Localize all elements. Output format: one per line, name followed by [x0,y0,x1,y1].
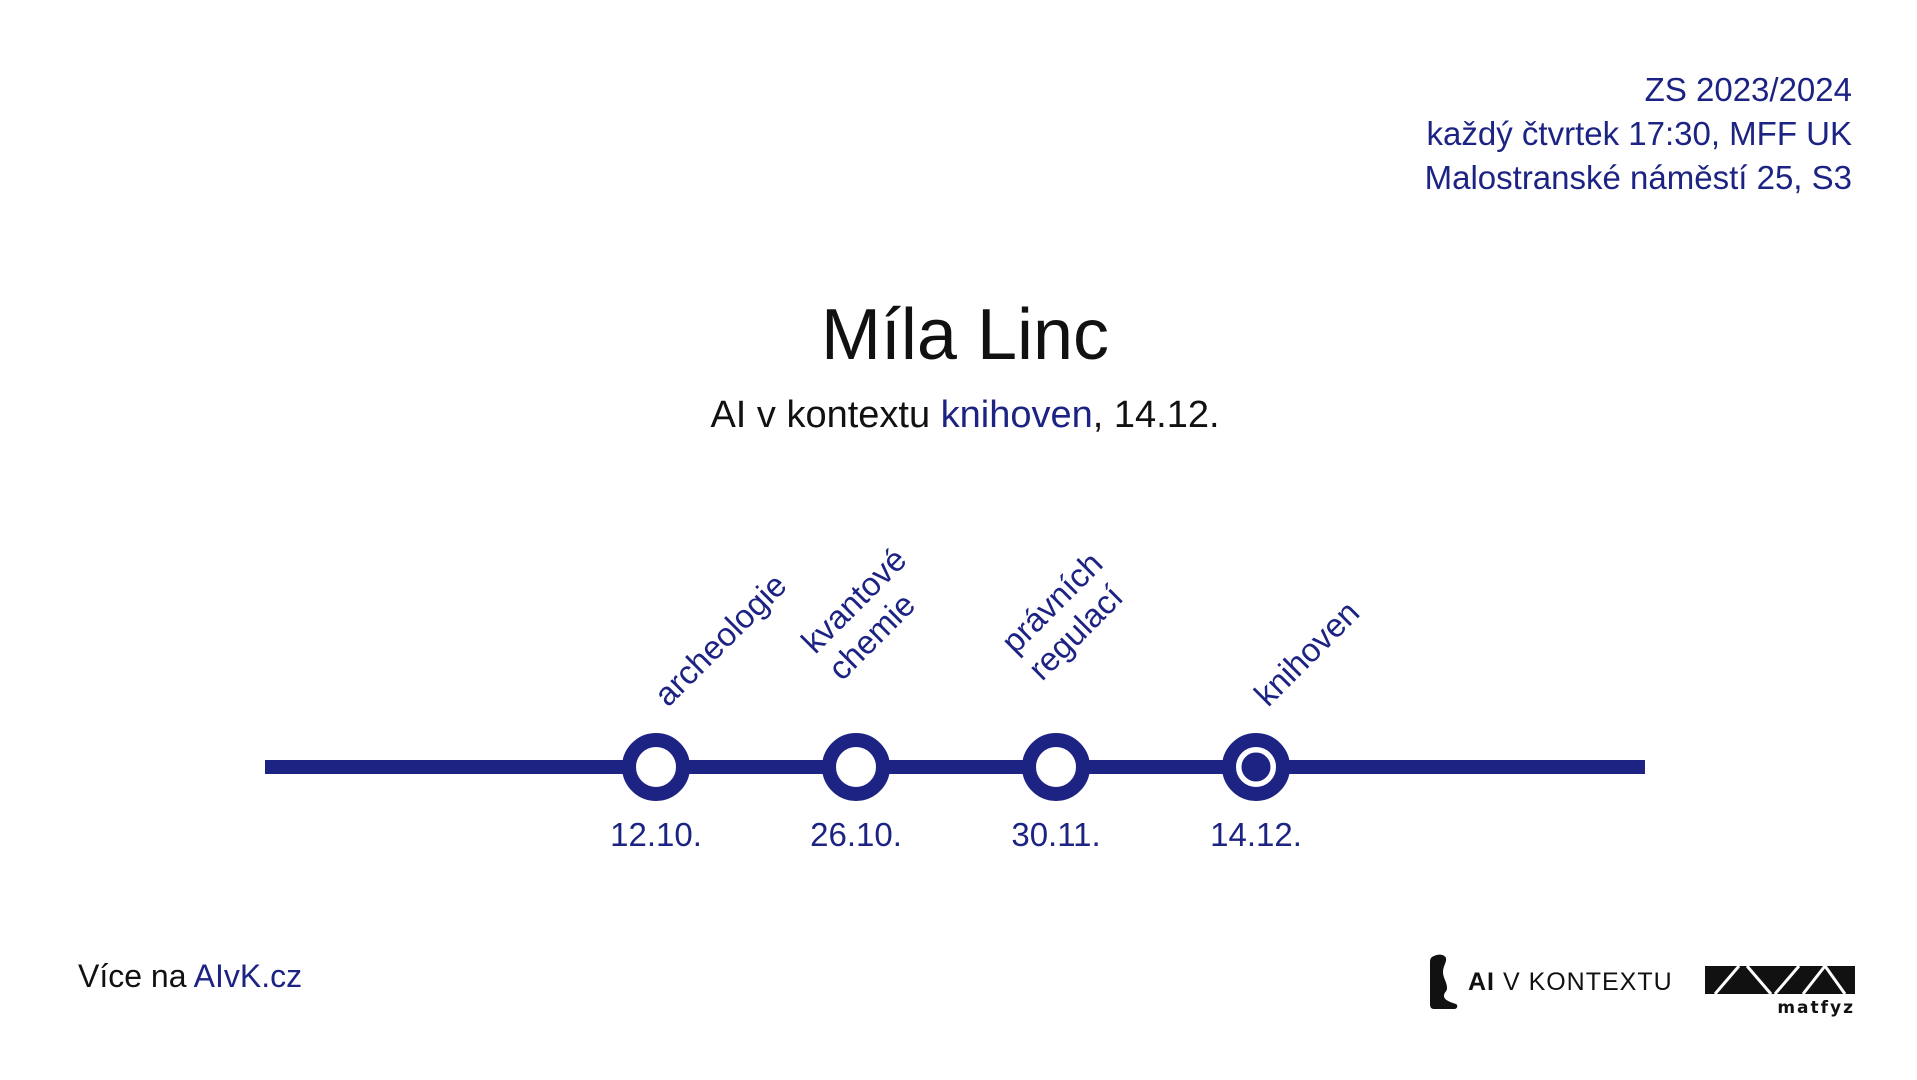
matfyz-logo: matfyz [1705,963,1855,1022]
timeline-stop: 30.11. právníchregulací [994,544,1137,853]
logo-ai-rest: V KONTEXTU [1495,967,1673,996]
website-link[interactable]: AIvK.cz [193,958,303,994]
stop-marker [1022,733,1090,801]
timeline-stop: 26.10. kvantovéchemie [794,541,940,853]
event-info: ZS 2023/2024 každý čtvrtek 17:30, MFF UK… [1425,68,1852,200]
stop-topic-line: archeologie [647,566,794,713]
stop-topic: právníchregulací [994,544,1137,687]
stop-date: 12.10. [610,816,702,853]
ai-v-kontextu-logo: AI V KONTEXTU [1428,954,1673,1010]
more-prefix: Více na [78,958,194,994]
matfyz-wordmark: matfyz [1777,998,1855,1018]
stop-date: 14.12. [1210,816,1302,853]
speaker-name: Míla Linc [820,295,1110,375]
stop-date: 26.10. [810,816,902,853]
semester-text: ZS 2023/2024 [1644,71,1852,108]
stop-topic-line: knihoven [1247,593,1367,713]
stop-marker [822,733,890,801]
timeline-stop: 12.10. archeologie [610,566,793,853]
schedule-text: každý čtvrtek 17:30, MFF UK [1426,115,1852,152]
matfyz-logo-icon [1705,963,1855,995]
logo-ai-bold: AI [1468,967,1495,996]
subtitle-suffix: , 14.12. [1092,394,1220,436]
stop-marker [622,733,690,801]
more-info: Více na AIvK.cz [78,958,302,995]
stop-topic: knihoven [1247,593,1367,713]
timeline-stop: 14.12. knihoven [1210,593,1366,853]
talk-subtitle: AI v kontextu knihoven, 14.12. [0,390,1917,440]
location-text: Malostranské náměstí 25, S3 [1424,159,1852,196]
head-profile-icon [1430,954,1458,1009]
stop-date: 30.11. [1011,816,1100,853]
subtitle-highlight: knihoven [940,394,1093,436]
stop-topic: kvantovéchemie [794,541,940,687]
subtitle-prefix: AI v kontextu [710,394,941,436]
stop-topic: archeologie [647,566,794,713]
timeline-line [265,760,1645,774]
current-stop-dot [1238,749,1274,785]
